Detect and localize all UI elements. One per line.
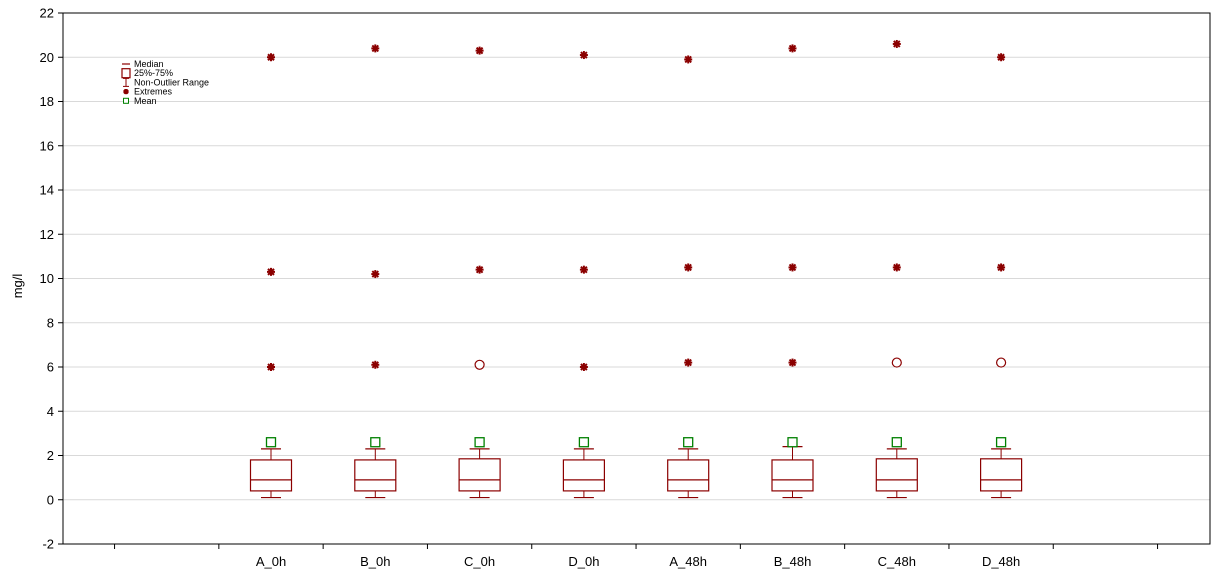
legend-mean-symbol: [123, 97, 129, 104]
y-tick-label: 8: [47, 315, 54, 330]
legend-label: Non-Outlier Range: [134, 77, 209, 87]
x-tick-label: B_0h: [360, 554, 390, 569]
x-tick-label: D_48h: [982, 554, 1020, 569]
box-B_0h: [354, 44, 397, 499]
x-tick-label: C_48h: [878, 554, 916, 569]
y-tick-label: 6: [47, 360, 54, 375]
legend-item-median: Median: [122, 59, 164, 69]
box-A_48h: [667, 55, 710, 499]
y-tick-label: 4: [47, 404, 54, 419]
outlier-point: [474, 359, 485, 370]
extreme-point: [788, 358, 797, 367]
y-tick-label: 0: [47, 492, 54, 507]
extreme-point: [579, 51, 588, 60]
legend-item-extreme: Extremes: [123, 87, 173, 97]
y-tick-label: 12: [40, 227, 54, 242]
mean-marker: [370, 437, 381, 448]
legend-item-mean: Mean: [123, 96, 157, 106]
extreme-point: [684, 358, 693, 367]
extreme-point: [371, 44, 380, 53]
y-axis-title: mg/l: [10, 274, 25, 299]
y-tick-label: 2: [47, 448, 54, 463]
legend-label: Extremes: [134, 87, 173, 97]
mean-marker: [474, 437, 485, 448]
legend-extreme-symbol: [123, 88, 129, 95]
box-D_0h: [562, 51, 606, 499]
box-A_0h: [249, 53, 293, 499]
iqr-box: [458, 458, 501, 492]
y-tick-label: 20: [40, 50, 54, 65]
box-C_48h: [875, 39, 918, 499]
outlier-point: [891, 357, 902, 368]
grid-layer: [63, 56, 1210, 501]
y-tick-label: 16: [40, 138, 54, 153]
extreme-point: [267, 267, 275, 276]
axis-layer: -2 0 2 4 6 8 10 12 14 16 18 20 22 A_0h B_0h C_0h D_0h A_4…: [40, 6, 1211, 569]
extreme-point: [684, 263, 693, 272]
extreme-point: [475, 265, 484, 274]
y-tick-label: 22: [40, 6, 54, 21]
outlier-point: [995, 357, 1007, 368]
iqr-box: [667, 459, 710, 492]
y-tick-label: -2: [42, 537, 54, 552]
mean-marker: [891, 437, 902, 448]
legend-label: 25%-75%: [134, 68, 173, 78]
legend-item-box: 25%-75%: [121, 68, 173, 79]
extreme-point: [475, 46, 484, 55]
y-tick-label: 10: [40, 271, 54, 286]
extreme-point: [788, 44, 797, 53]
iqr-box: [979, 458, 1023, 492]
extreme-point: [684, 55, 693, 64]
extreme-point: [579, 363, 588, 371]
x-tick-label: D_0h: [568, 554, 599, 569]
box-D_48h: [979, 53, 1023, 499]
mean-marker: [265, 437, 277, 448]
mean-marker: [995, 437, 1007, 448]
mean-marker: [683, 437, 694, 448]
iqr-box: [771, 459, 814, 492]
extreme-point: [892, 263, 901, 272]
box-C_0h: [458, 46, 501, 499]
legend-box-symbol: [121, 68, 131, 79]
iqr-box: [249, 459, 293, 492]
extreme-point: [579, 265, 588, 274]
mean-marker: [578, 437, 590, 448]
legend-item-whisker: Non-Outlier Range: [123, 77, 209, 87]
iqr-box: [562, 459, 606, 492]
x-tick-label: B_48h: [774, 554, 812, 569]
x-tick-label: C_0h: [464, 554, 495, 569]
legend-label: Median: [134, 59, 164, 69]
iqr-box: [875, 458, 918, 492]
iqr-box: [354, 459, 397, 492]
extreme-point: [267, 53, 275, 62]
extreme-point: [371, 270, 380, 279]
extreme-point: [997, 263, 1006, 272]
x-tick-label: A_0h: [256, 554, 286, 569]
box-B_48h: [771, 44, 814, 499]
legend-label: Mean: [134, 96, 157, 106]
mean-marker: [787, 437, 798, 448]
extreme-point: [997, 53, 1006, 62]
extreme-point: [788, 263, 797, 272]
x-tick-label: A_48h: [669, 554, 707, 569]
extreme-point: [267, 363, 275, 371]
y-tick-label: 14: [40, 183, 54, 198]
extreme-point: [892, 39, 901, 48]
extreme-point: [371, 360, 380, 369]
y-tick-label: 18: [40, 94, 54, 109]
box-layer: [249, 39, 1023, 499]
